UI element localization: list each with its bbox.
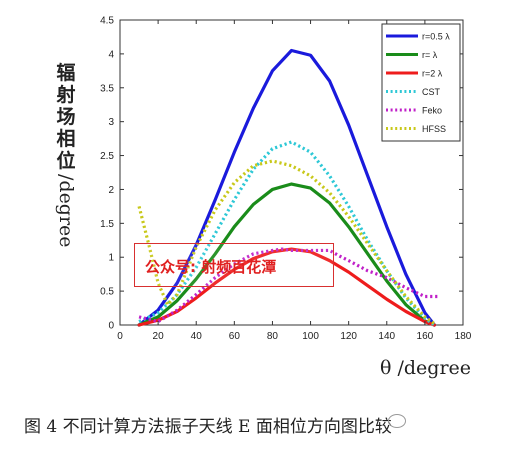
x-tick-label: 140	[378, 331, 395, 342]
x-tick-label: 80	[267, 331, 279, 342]
legend-label: HFSS	[422, 124, 446, 134]
y-axis-label-char: 位	[56, 150, 76, 172]
y-axis-label-char: 射	[56, 84, 76, 106]
series-line-feko	[138, 247, 439, 324]
x-tick-label: 180	[455, 331, 472, 342]
x-tick-label: 40	[191, 331, 203, 342]
y-tick-label: 2.5	[100, 151, 114, 162]
wechat-icon	[388, 414, 406, 428]
y-tick-label: 3	[108, 117, 114, 128]
x-tick-label: 0	[117, 331, 123, 342]
y-tick-label: 2	[108, 185, 114, 196]
legend-label: r= λ	[422, 50, 438, 60]
x-tick-label: 120	[340, 331, 357, 342]
x-tick-label: 60	[229, 331, 241, 342]
y-axis-label-unit: /degree	[55, 174, 77, 248]
figure-caption: 图 4 不同计算方法振子天线 E 面相位方向图比较	[24, 417, 392, 437]
axes-layer: 0 20 40 60 80 100 120 140 160 180 0 0.5 1 1.5 2 2.5 3 3.5…	[100, 16, 472, 343]
legend-label: r=0.5 λ	[422, 32, 450, 42]
y-tick-label: 4	[108, 49, 114, 60]
y-tick-label: 3.5	[100, 83, 114, 94]
watermark-text: 公众号: 射频百花潭	[145, 258, 277, 276]
y-axis-label: 辐射场相位/degree	[52, 62, 80, 248]
y-axis-label-char: 场	[56, 106, 76, 128]
x-axis-label: θ /degree	[380, 357, 472, 379]
watermark-box	[134, 243, 334, 287]
y-tick-label: 0	[108, 321, 114, 332]
series-line-hfss	[137, 159, 436, 325]
x-tick-label: 20	[153, 331, 165, 342]
x-tick-label: 160	[417, 331, 434, 342]
y-tick-label: 1	[108, 253, 114, 264]
y-tick-label: 4.5	[100, 16, 114, 27]
legend-label: CST	[422, 87, 441, 97]
y-axis-label-char: 相	[56, 128, 76, 150]
legend-label: Feko	[422, 106, 442, 116]
y-tick-label: 1.5	[100, 219, 114, 230]
y-tick-label: 0.5	[100, 287, 114, 298]
series-line-r-0-5	[137, 48, 437, 327]
y-axis-label-char: 辐	[56, 62, 76, 84]
x-tick-label: 100	[302, 331, 319, 342]
legend-box	[381, 23, 461, 142]
legend-label: r=2 λ	[422, 69, 443, 79]
series-line-cst	[138, 140, 436, 327]
legend: r=0.5 λ r= λ r=2 λ CST Feko HFSS	[381, 23, 461, 142]
